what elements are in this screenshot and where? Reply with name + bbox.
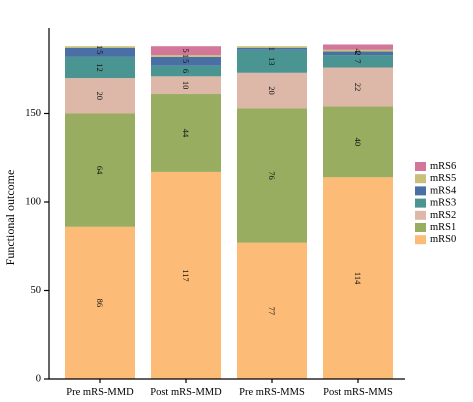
value-label-mrs3-3: 13 xyxy=(267,57,277,66)
legend-label-mrs3: mRS3 xyxy=(430,198,456,209)
y-tick-label-50: 50 xyxy=(31,285,42,296)
value-label-mrs0-3: 77 xyxy=(267,307,277,316)
value-label-mrs5-4: 4 xyxy=(353,49,363,54)
bar-segment-mrs6-4 xyxy=(323,44,393,50)
bar-segment-mrs5-2 xyxy=(151,55,221,57)
y-tick-label-100: 100 xyxy=(25,197,41,208)
bar-segment-mrs1-3 xyxy=(237,108,307,243)
bar-segment-mrs1-1 xyxy=(65,113,135,227)
y-tick-label-150: 150 xyxy=(25,108,41,119)
x-ticks: Pre mRS-MMD Post mRS-MMD Pre mRS-MMS Post m… xyxy=(66,379,393,398)
bar-segment-mrs1-2 xyxy=(151,94,221,172)
bar-segment-mrs0-3 xyxy=(237,242,307,379)
value-label-mrs2-2: 10 xyxy=(181,81,191,90)
legend-label-mrs1: mRS1 xyxy=(430,222,456,233)
axes-layer xyxy=(48,28,405,380)
bar-segment-mrs3-4 xyxy=(323,55,393,68)
bar-segment-mrs0-2 xyxy=(151,171,221,379)
y-ticks: 0 50 100 150 xyxy=(25,108,49,385)
value-label-mrs1-3: 76 xyxy=(267,171,277,180)
bar-segment-mrs5-1 xyxy=(65,46,135,49)
legend-swatch-mrs1 xyxy=(415,223,426,232)
value-label-mrs4-2: 5 xyxy=(181,59,191,63)
bars-layer xyxy=(65,44,393,379)
x-tick-label-1: Pre mRS-MMD xyxy=(66,387,134,398)
bar-segment-mrs2-4 xyxy=(323,67,393,107)
legend-label-mrs6: mRS6 xyxy=(430,161,456,172)
bar-segment-mrs5-4 xyxy=(323,49,393,52)
bar-segment-mrs4-2 xyxy=(151,56,221,66)
bar-segment-mrs3-1 xyxy=(65,56,135,79)
value-label-mrs2-4: 22 xyxy=(353,83,363,92)
value-label-mrs5-2: 1 xyxy=(181,54,191,58)
legend-label-mrs2: mRS2 xyxy=(430,210,456,221)
y-axis-label: Functional outcome xyxy=(3,170,17,266)
value-label-mrs4-1: 5 xyxy=(95,50,105,54)
value-label-mrs1-4: 40 xyxy=(353,138,363,147)
y-tick-label-0: 0 xyxy=(36,374,41,385)
legend-swatch-mrs5 xyxy=(415,174,426,184)
bar-segment-mrs3-2 xyxy=(151,65,221,77)
value-label-mrs2-3: 20 xyxy=(267,86,277,95)
legend-swatch-mrs2 xyxy=(415,210,426,220)
bar-segment-mrs2-3 xyxy=(237,72,307,109)
x-tick-label-4: Post mRS-MMS xyxy=(323,387,393,398)
legend-swatch-mrs0 xyxy=(415,235,426,245)
value-label-mrs1-2: 44 xyxy=(181,129,191,138)
bar-segment-mrs3-3 xyxy=(237,49,307,73)
bar-segment-mrs1-4 xyxy=(323,106,393,178)
value-label-mrs4-3: 1 xyxy=(267,47,277,51)
value-label-mrs2-1: 20 xyxy=(95,92,105,101)
legend-label-mrs0: mRS0 xyxy=(430,234,456,245)
value-label-mrs5-1: 1 xyxy=(95,45,105,49)
value-label-mrs6-2: 5 xyxy=(181,49,191,53)
bar-segment-mrs0-1 xyxy=(65,226,135,379)
legend-swatch-mrs6 xyxy=(415,162,426,171)
value-label-mrs3-2: 6 xyxy=(181,69,191,73)
value-label-mrs0-2: 117 xyxy=(181,269,191,281)
value-label-mrs0-1: 86 xyxy=(95,299,105,308)
legend-swatch-mrs3 xyxy=(415,198,426,208)
bar-segment-mrs6-2 xyxy=(151,46,221,56)
value-label-mrs4-4: 2 xyxy=(353,51,363,55)
bar-segment-mrs4-1 xyxy=(65,48,135,57)
value-label-mrs0-4: 114 xyxy=(353,272,363,285)
bar-segment-mrs2-2 xyxy=(151,76,221,95)
value-label-mrs3-4: 7 xyxy=(353,59,363,63)
bar-segment-mrs2-1 xyxy=(65,78,135,114)
legend-label-mrs4: mRS4 xyxy=(430,185,457,196)
value-label-mrs3-1: 12 xyxy=(95,63,105,72)
bar-segment-mrs4-4 xyxy=(323,51,393,56)
value-label-mrs1-1: 64 xyxy=(95,166,105,175)
bar-segment-mrs0-4 xyxy=(323,177,393,379)
x-tick-label-2: Post mRS-MMD xyxy=(150,387,222,398)
bar-segment-mrs5-3 xyxy=(237,46,307,49)
legend-swatch-mrs4 xyxy=(415,186,426,196)
legend-label-mrs5: mRS5 xyxy=(430,173,456,184)
x-tick-label-3: Pre mRS-MMS xyxy=(239,387,305,398)
bar-segment-mrs4-3 xyxy=(237,48,307,50)
